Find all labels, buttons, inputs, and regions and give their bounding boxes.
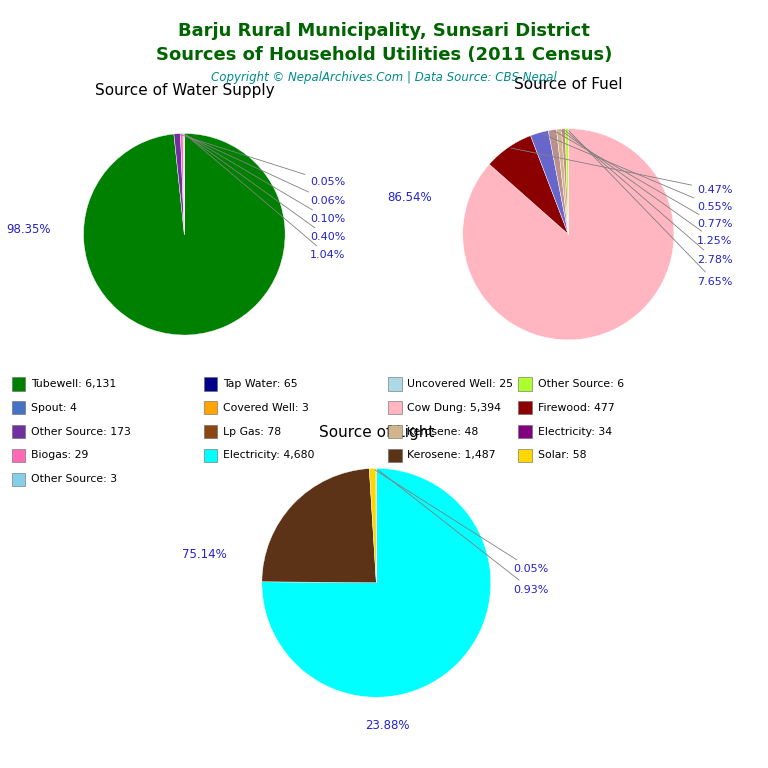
Text: 0.55%: 0.55% bbox=[542, 134, 733, 212]
Text: Spout: 4: Spout: 4 bbox=[31, 402, 77, 413]
Text: Sources of Household Utilities (2011 Census): Sources of Household Utilities (2011 Cen… bbox=[156, 46, 612, 64]
Text: Barju Rural Municipality, Sunsari District: Barju Rural Municipality, Sunsari Distri… bbox=[178, 22, 590, 39]
Text: Solar: 58: Solar: 58 bbox=[538, 450, 586, 461]
Wedge shape bbox=[369, 468, 376, 583]
Wedge shape bbox=[489, 136, 568, 234]
Text: Other Source: 3: Other Source: 3 bbox=[31, 474, 117, 485]
Text: 7.65%: 7.65% bbox=[568, 131, 733, 286]
Text: Other Source: 173: Other Source: 173 bbox=[31, 426, 131, 437]
Text: Electricity: 34: Electricity: 34 bbox=[538, 426, 612, 437]
Wedge shape bbox=[183, 134, 184, 234]
Text: 86.54%: 86.54% bbox=[388, 190, 432, 204]
Text: Kerosene: 1,487: Kerosene: 1,487 bbox=[407, 450, 495, 461]
Text: 75.14%: 75.14% bbox=[182, 548, 227, 561]
Text: 2.78%: 2.78% bbox=[565, 131, 733, 265]
Text: 0.10%: 0.10% bbox=[186, 135, 346, 224]
Wedge shape bbox=[262, 468, 376, 583]
Text: 0.05%: 0.05% bbox=[180, 134, 346, 187]
Wedge shape bbox=[565, 129, 568, 234]
Text: 0.47%: 0.47% bbox=[511, 148, 733, 195]
Wedge shape bbox=[180, 134, 184, 234]
Text: Firewood: 477: Firewood: 477 bbox=[538, 402, 614, 413]
Wedge shape bbox=[561, 129, 568, 234]
Wedge shape bbox=[262, 468, 491, 697]
Text: Cow Dung: 5,394: Cow Dung: 5,394 bbox=[407, 402, 501, 413]
Text: Tubewell: 6,131: Tubewell: 6,131 bbox=[31, 379, 116, 389]
Text: Other Source: 6: Other Source: 6 bbox=[538, 379, 624, 389]
Wedge shape bbox=[84, 134, 285, 335]
Text: 0.77%: 0.77% bbox=[554, 131, 733, 229]
Text: Copyright © NepalArchives.Com | Data Source: CBS Nepal: Copyright © NepalArchives.Com | Data Sou… bbox=[211, 71, 557, 84]
Title: Source of Light: Source of Light bbox=[319, 425, 434, 440]
Text: 0.40%: 0.40% bbox=[186, 135, 346, 242]
Text: Biogas: 29: Biogas: 29 bbox=[31, 450, 88, 461]
Text: 1.04%: 1.04% bbox=[187, 135, 346, 260]
Text: 0.93%: 0.93% bbox=[379, 470, 549, 594]
Wedge shape bbox=[557, 129, 568, 234]
Text: Covered Well: 3: Covered Well: 3 bbox=[223, 402, 309, 413]
Title: Source of Water Supply: Source of Water Supply bbox=[94, 83, 274, 98]
Title: Source of Fuel: Source of Fuel bbox=[514, 77, 623, 91]
Text: Electricity: 4,680: Electricity: 4,680 bbox=[223, 450, 314, 461]
Text: Lp Gas: 78: Lp Gas: 78 bbox=[223, 426, 281, 437]
Wedge shape bbox=[463, 129, 674, 339]
Text: Uncovered Well: 25: Uncovered Well: 25 bbox=[407, 379, 513, 389]
Text: Kerosene: 48: Kerosene: 48 bbox=[407, 426, 478, 437]
Text: 0.06%: 0.06% bbox=[184, 134, 346, 206]
Wedge shape bbox=[174, 134, 184, 234]
Wedge shape bbox=[548, 129, 568, 234]
Text: 0.05%: 0.05% bbox=[375, 470, 549, 574]
Text: 98.35%: 98.35% bbox=[6, 223, 51, 236]
Text: 23.88%: 23.88% bbox=[366, 720, 410, 733]
Wedge shape bbox=[531, 131, 568, 234]
Text: Tap Water: 65: Tap Water: 65 bbox=[223, 379, 297, 389]
Text: 1.25%: 1.25% bbox=[561, 131, 733, 246]
